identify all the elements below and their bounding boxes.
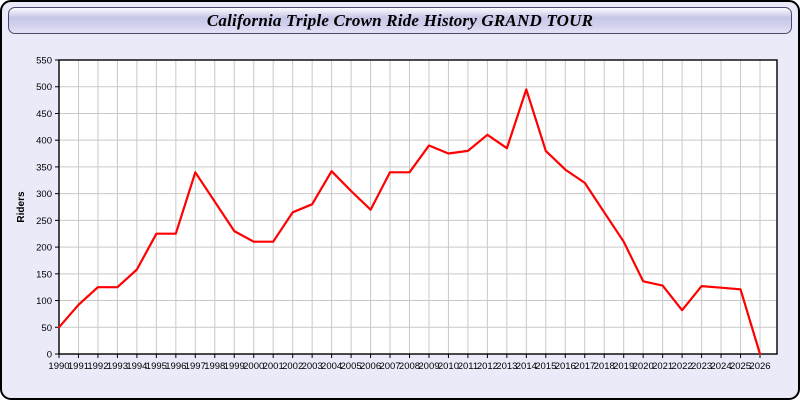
y-tick-label: 300 xyxy=(36,189,52,200)
y-tick-label: 50 xyxy=(41,323,52,334)
x-tick-label: 1994 xyxy=(126,361,147,372)
x-tick-label: 2021 xyxy=(652,361,673,372)
x-tick-label: 2023 xyxy=(691,361,712,372)
x-tick-label: 1998 xyxy=(204,361,225,372)
x-tick-label: 1993 xyxy=(107,361,128,372)
x-tick-label: 1991 xyxy=(68,361,89,372)
x-tick-label: 2024 xyxy=(710,361,731,372)
x-tick-label: 2019 xyxy=(613,361,634,372)
chart-svg: 0501001502002503003504004505005501990199… xyxy=(16,56,778,372)
x-tick-label: 1997 xyxy=(185,361,206,372)
page-title: California Triple Crown Ride History GRA… xyxy=(206,10,594,30)
chart-area: 0 50 100 150 200 250 300 350 400 450 500 550 1990 199… xyxy=(2,42,798,398)
x-tick-label: 2013 xyxy=(496,361,517,372)
y-tick-label: 500 xyxy=(36,82,52,93)
y-axis-title: Riders xyxy=(16,191,27,223)
x-tick-label: 2010 xyxy=(438,361,459,372)
x-tick-label: 2005 xyxy=(341,361,362,372)
x-tick-label: 2008 xyxy=(399,361,420,372)
x-tick-label: 2006 xyxy=(360,361,381,372)
x-tick-label: 2026 xyxy=(749,361,770,372)
x-tick-label: 2025 xyxy=(730,361,751,372)
x-tick-label: 2003 xyxy=(302,361,323,372)
x-tick-label: 2007 xyxy=(379,361,400,372)
x-tick-label: 2004 xyxy=(321,361,342,372)
x-tick-label: 1995 xyxy=(146,361,167,372)
x-tick-label: 2009 xyxy=(418,361,439,372)
x-tick-label: 2020 xyxy=(633,361,654,372)
y-tick-label: 450 xyxy=(36,109,52,120)
x-tick-label: 2000 xyxy=(243,361,264,372)
x-tick-label: 2011 xyxy=(458,361,478,372)
x-tick-label: 2012 xyxy=(477,361,498,372)
x-tick-label: 1999 xyxy=(224,361,245,372)
y-tick-label: 400 xyxy=(36,136,52,147)
x-tick-label: 2022 xyxy=(672,361,693,372)
y-tick-label: 350 xyxy=(36,162,52,173)
x-tick-label: 1990 xyxy=(48,361,69,372)
x-tick-label: 1992 xyxy=(87,361,108,372)
x-tick-label: 2018 xyxy=(594,361,615,372)
plot-background xyxy=(59,60,777,354)
plot-border xyxy=(58,59,778,355)
y-tick-label: 150 xyxy=(36,269,52,280)
y-tick-label: 550 xyxy=(36,56,52,67)
x-tick-label: 2001 xyxy=(263,361,284,372)
x-tick-label: 2015 xyxy=(535,361,556,372)
y-tick-label: 100 xyxy=(36,296,52,307)
x-tick-label: 2014 xyxy=(516,361,537,372)
title-bar: California Triple Crown Ride History GRA… xyxy=(8,7,792,34)
y-tick-label: 0 xyxy=(47,350,52,361)
x-tick-label: 1996 xyxy=(165,361,186,372)
x-tick-label: 2016 xyxy=(555,361,576,372)
x-tick-label: 2002 xyxy=(282,361,303,372)
y-tick-label: 250 xyxy=(36,216,52,227)
x-tick-label: 2017 xyxy=(574,361,595,372)
y-tick-label: 200 xyxy=(36,243,52,254)
riders-data-line xyxy=(57,88,762,356)
